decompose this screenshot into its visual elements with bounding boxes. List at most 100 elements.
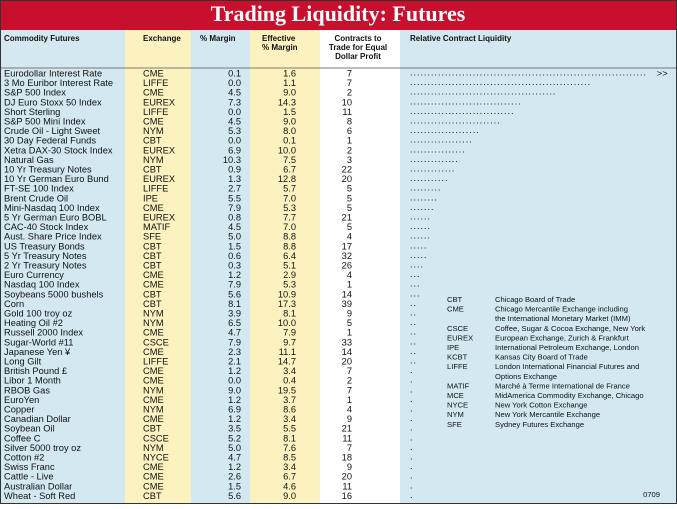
column-header: Trade for Equal	[329, 43, 387, 52]
cell: 0.0	[228, 376, 241, 386]
cell: 10.0	[278, 318, 296, 328]
cell: 3.7	[283, 395, 296, 405]
title: Trading Liquidity: Futures	[211, 1, 466, 26]
cell: Japanese Yen ¥	[4, 347, 71, 357]
cell: 5.5	[228, 193, 241, 203]
cell: EuroYen	[4, 395, 39, 405]
liquidity-dots: .....	[410, 250, 427, 260]
cell: 8.0	[283, 126, 296, 136]
cell: CBT	[143, 299, 162, 309]
cell: 7	[347, 443, 352, 453]
cell: CBT	[143, 164, 162, 174]
cell: NYM	[143, 155, 164, 165]
cell: 4	[347, 404, 352, 414]
cell: SFE	[143, 232, 161, 242]
liquidity-dots: ........................................…	[410, 77, 591, 87]
cell: 7.9	[228, 337, 241, 347]
legend-abbr: CSCE	[447, 324, 468, 333]
cell: 10.0	[278, 145, 296, 155]
cell: CME	[143, 395, 164, 405]
liquidity-dots: ......	[410, 231, 431, 241]
cell: 2	[347, 376, 352, 386]
cell: 1.2	[228, 270, 241, 280]
cell: 22	[342, 164, 352, 174]
cell: CSCE	[143, 433, 169, 443]
cell: NYM	[143, 308, 164, 318]
cell: CME	[143, 328, 164, 338]
cell: 1.6	[283, 68, 296, 78]
cell: 0.4	[283, 376, 296, 386]
cell: 0.1	[228, 68, 241, 78]
cell: Mini-Nasdaq 100 Index	[4, 203, 100, 213]
cell: Brent Crude Oil	[4, 193, 68, 203]
legend-abbr: SFE	[447, 420, 462, 429]
liquidity-dots: ..	[410, 307, 417, 317]
liquidity-dots: .	[410, 403, 413, 413]
cell: 2 Yr Treasury Notes	[4, 260, 87, 270]
cell: 9.0	[283, 491, 296, 501]
cell: 4.6	[283, 481, 296, 491]
cell: 3 Mo Euribor Interest Rate	[4, 78, 113, 88]
legend-desc: Marché à Terme International de France	[495, 381, 630, 390]
cell: 10 Yr Treasury Notes	[4, 164, 92, 174]
cell: 4.7	[228, 452, 241, 462]
cell: 4.5	[228, 222, 241, 232]
cell: LIFFE	[143, 184, 168, 194]
cell: Soybean Oil	[4, 424, 55, 434]
cell: Russell 2000 Index	[4, 328, 83, 338]
effective-column	[250, 30, 320, 504]
cell: RBOB Gas	[4, 385, 50, 395]
cell: Natural Gas	[4, 155, 54, 165]
legend-desc: Options Exchange	[495, 372, 557, 381]
cell: 0.8	[228, 212, 241, 222]
cell: CME	[143, 270, 164, 280]
cell: 2.3	[228, 347, 241, 357]
cell: 9	[347, 308, 352, 318]
cell: 1.2	[228, 414, 241, 424]
liquidity-dots: .	[410, 394, 413, 404]
liquidity-dots: ................................	[410, 96, 521, 106]
cell: CME	[143, 203, 164, 213]
cell: FT-SE 100 Index	[4, 184, 74, 194]
cell: 6.4	[283, 251, 296, 261]
legend-abbr: NYM	[447, 410, 464, 419]
legend-desc: International Petroleum Exchange, London	[495, 343, 639, 352]
cell: 1.3	[228, 174, 241, 184]
cell: British Pound £	[4, 366, 68, 376]
cell: 20	[342, 174, 352, 184]
cell: 1.1	[283, 78, 296, 88]
cell: 5.5	[283, 424, 296, 434]
cell: 0.6	[228, 251, 241, 261]
legend-desc: the International Monetary Market (IMM)	[495, 314, 631, 323]
cell: 6.7	[283, 472, 296, 482]
cell: CME	[143, 88, 164, 98]
cell: 14	[342, 347, 352, 357]
cell: 20	[342, 356, 352, 366]
cell: 5	[347, 184, 352, 194]
cell: 7	[347, 78, 352, 88]
cell: 1.5	[228, 481, 241, 491]
cell: 0.0	[228, 78, 241, 88]
liquidity-dots: .	[410, 384, 413, 394]
cell: 7	[347, 385, 352, 395]
cell: 8.1	[283, 308, 296, 318]
cell: Copper	[4, 404, 35, 414]
cell: NYM	[143, 318, 164, 328]
cell: US Treasury Bonds	[4, 241, 85, 251]
cell: 9.0	[283, 116, 296, 126]
cell: 11	[342, 433, 352, 443]
cell: 7.0	[283, 193, 296, 203]
cell: 5.6	[228, 491, 241, 501]
cell: 4.7	[228, 328, 241, 338]
cell: Corn	[4, 299, 24, 309]
liquidity-dots: ........................................…	[410, 67, 647, 77]
liquidity-dots: ..............	[410, 154, 459, 164]
cell: 0.0	[228, 107, 241, 117]
cell: 6.9	[228, 404, 241, 414]
legend-desc: London International Financial Futures a…	[495, 362, 639, 371]
cell: 1.5	[283, 107, 296, 117]
cell: 5	[347, 318, 352, 328]
liquidity-dots: ..............................	[410, 106, 515, 116]
liquidity-dots: .....	[410, 240, 427, 250]
cell: CBT	[143, 136, 162, 146]
